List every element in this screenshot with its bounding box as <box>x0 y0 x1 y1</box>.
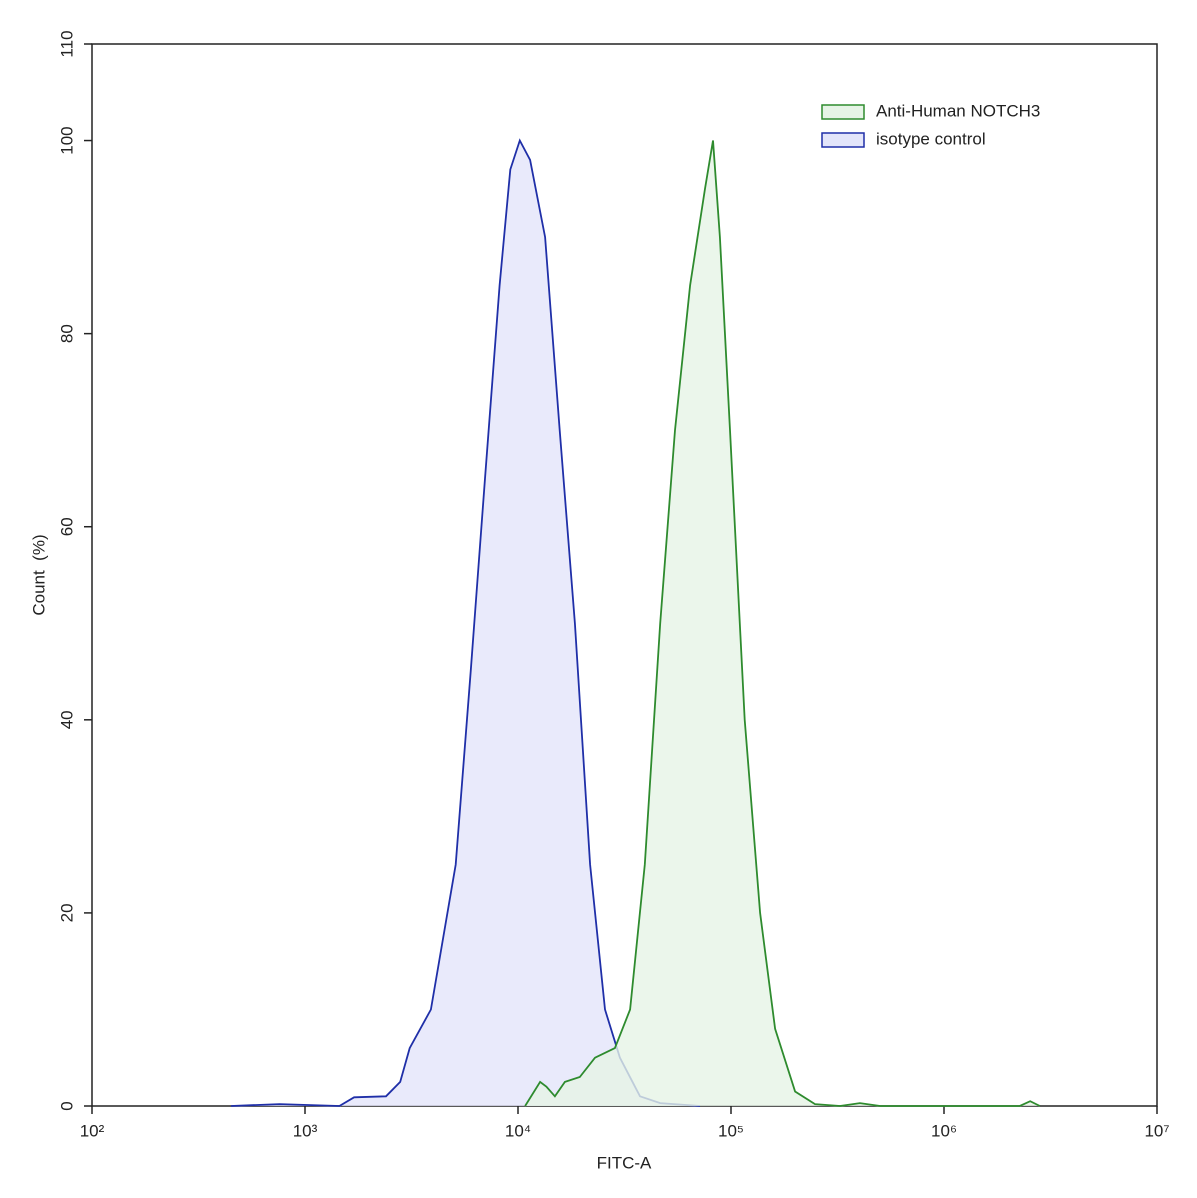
x-tick-label: 10⁴ <box>505 1121 531 1140</box>
y-tick-label: 20 <box>57 903 76 922</box>
legend-label: Anti-Human NOTCH3 <box>876 101 1040 120</box>
x-tick-label: 10⁷ <box>1144 1121 1169 1140</box>
y-tick-label: 0 <box>57 1101 76 1110</box>
y-tick-label: 100 <box>57 126 76 154</box>
y-tick-label: 80 <box>57 324 76 343</box>
legend-swatch <box>821 132 865 148</box>
x-tick-label: 10⁵ <box>718 1121 744 1140</box>
histogram-curve <box>231 138 701 1107</box>
legend-label: isotype control <box>876 129 986 148</box>
legend-swatch <box>821 104 865 120</box>
y-tick-label: 40 <box>57 710 76 729</box>
y-axis-label: Count (%) <box>29 534 48 615</box>
x-axis-label: FITC-A <box>597 1153 652 1172</box>
x-tick-label: 10⁶ <box>931 1121 957 1140</box>
x-tick-label: 10² <box>80 1121 105 1140</box>
y-tick-label: 110 <box>57 30 76 57</box>
y-tick-label: 60 <box>57 517 76 536</box>
histogram-curve <box>524 140 1041 1107</box>
plot-frame <box>91 43 1158 1107</box>
x-tick-label: 10³ <box>293 1121 318 1140</box>
